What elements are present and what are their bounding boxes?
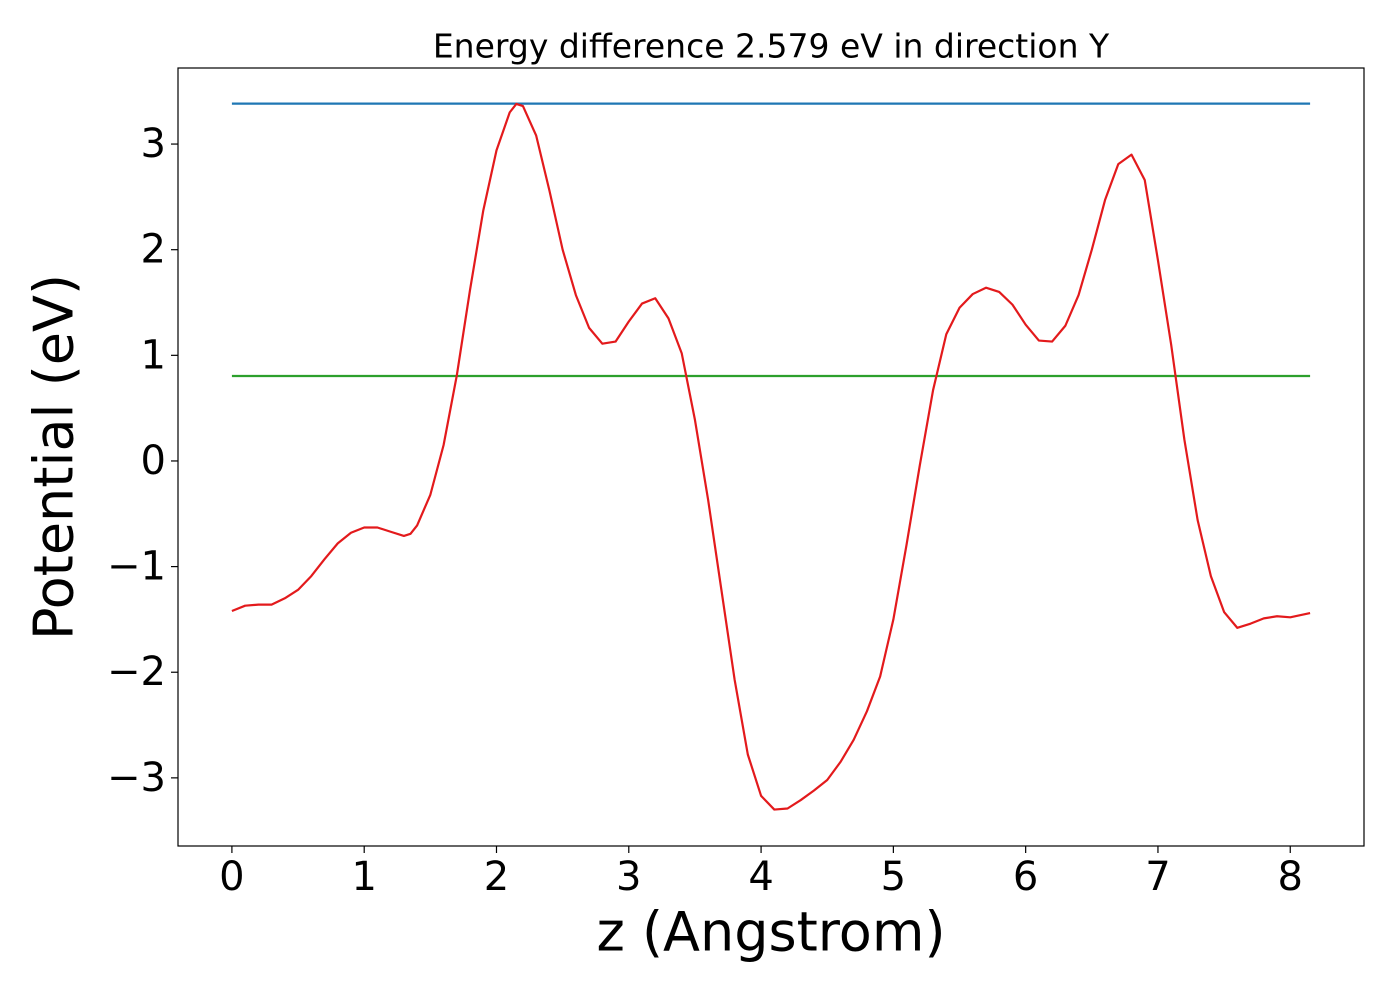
- x-tick-label: 4: [748, 854, 773, 900]
- y-tick-label: −1: [107, 544, 166, 590]
- x-tick-label: 2: [484, 854, 509, 900]
- plot-frame: [177, 67, 1365, 847]
- y-tick-label: −3: [107, 755, 166, 801]
- chart-title: Energy difference 2.579 eV in direction …: [433, 27, 1110, 66]
- x-tick-label: 6: [1013, 854, 1038, 900]
- x-tick-label: 7: [1145, 854, 1170, 900]
- y-tick-label: 0: [141, 438, 166, 484]
- x-tick-label: 1: [351, 854, 376, 900]
- x-axis-label: z (Angstrom): [596, 901, 945, 964]
- y-tick-label: 1: [141, 332, 166, 378]
- x-tick-label: 3: [616, 854, 641, 900]
- x-tick-label: 0: [219, 854, 244, 900]
- y-tick-label: 2: [141, 227, 166, 273]
- y-axis-label: Potential (eV): [23, 274, 86, 640]
- y-tick-label: −2: [107, 649, 166, 695]
- series-line: [231, 102, 1311, 811]
- x-tick-label: 5: [881, 854, 906, 900]
- x-tick-label: 8: [1278, 854, 1303, 900]
- y-tick-label: 3: [141, 121, 166, 167]
